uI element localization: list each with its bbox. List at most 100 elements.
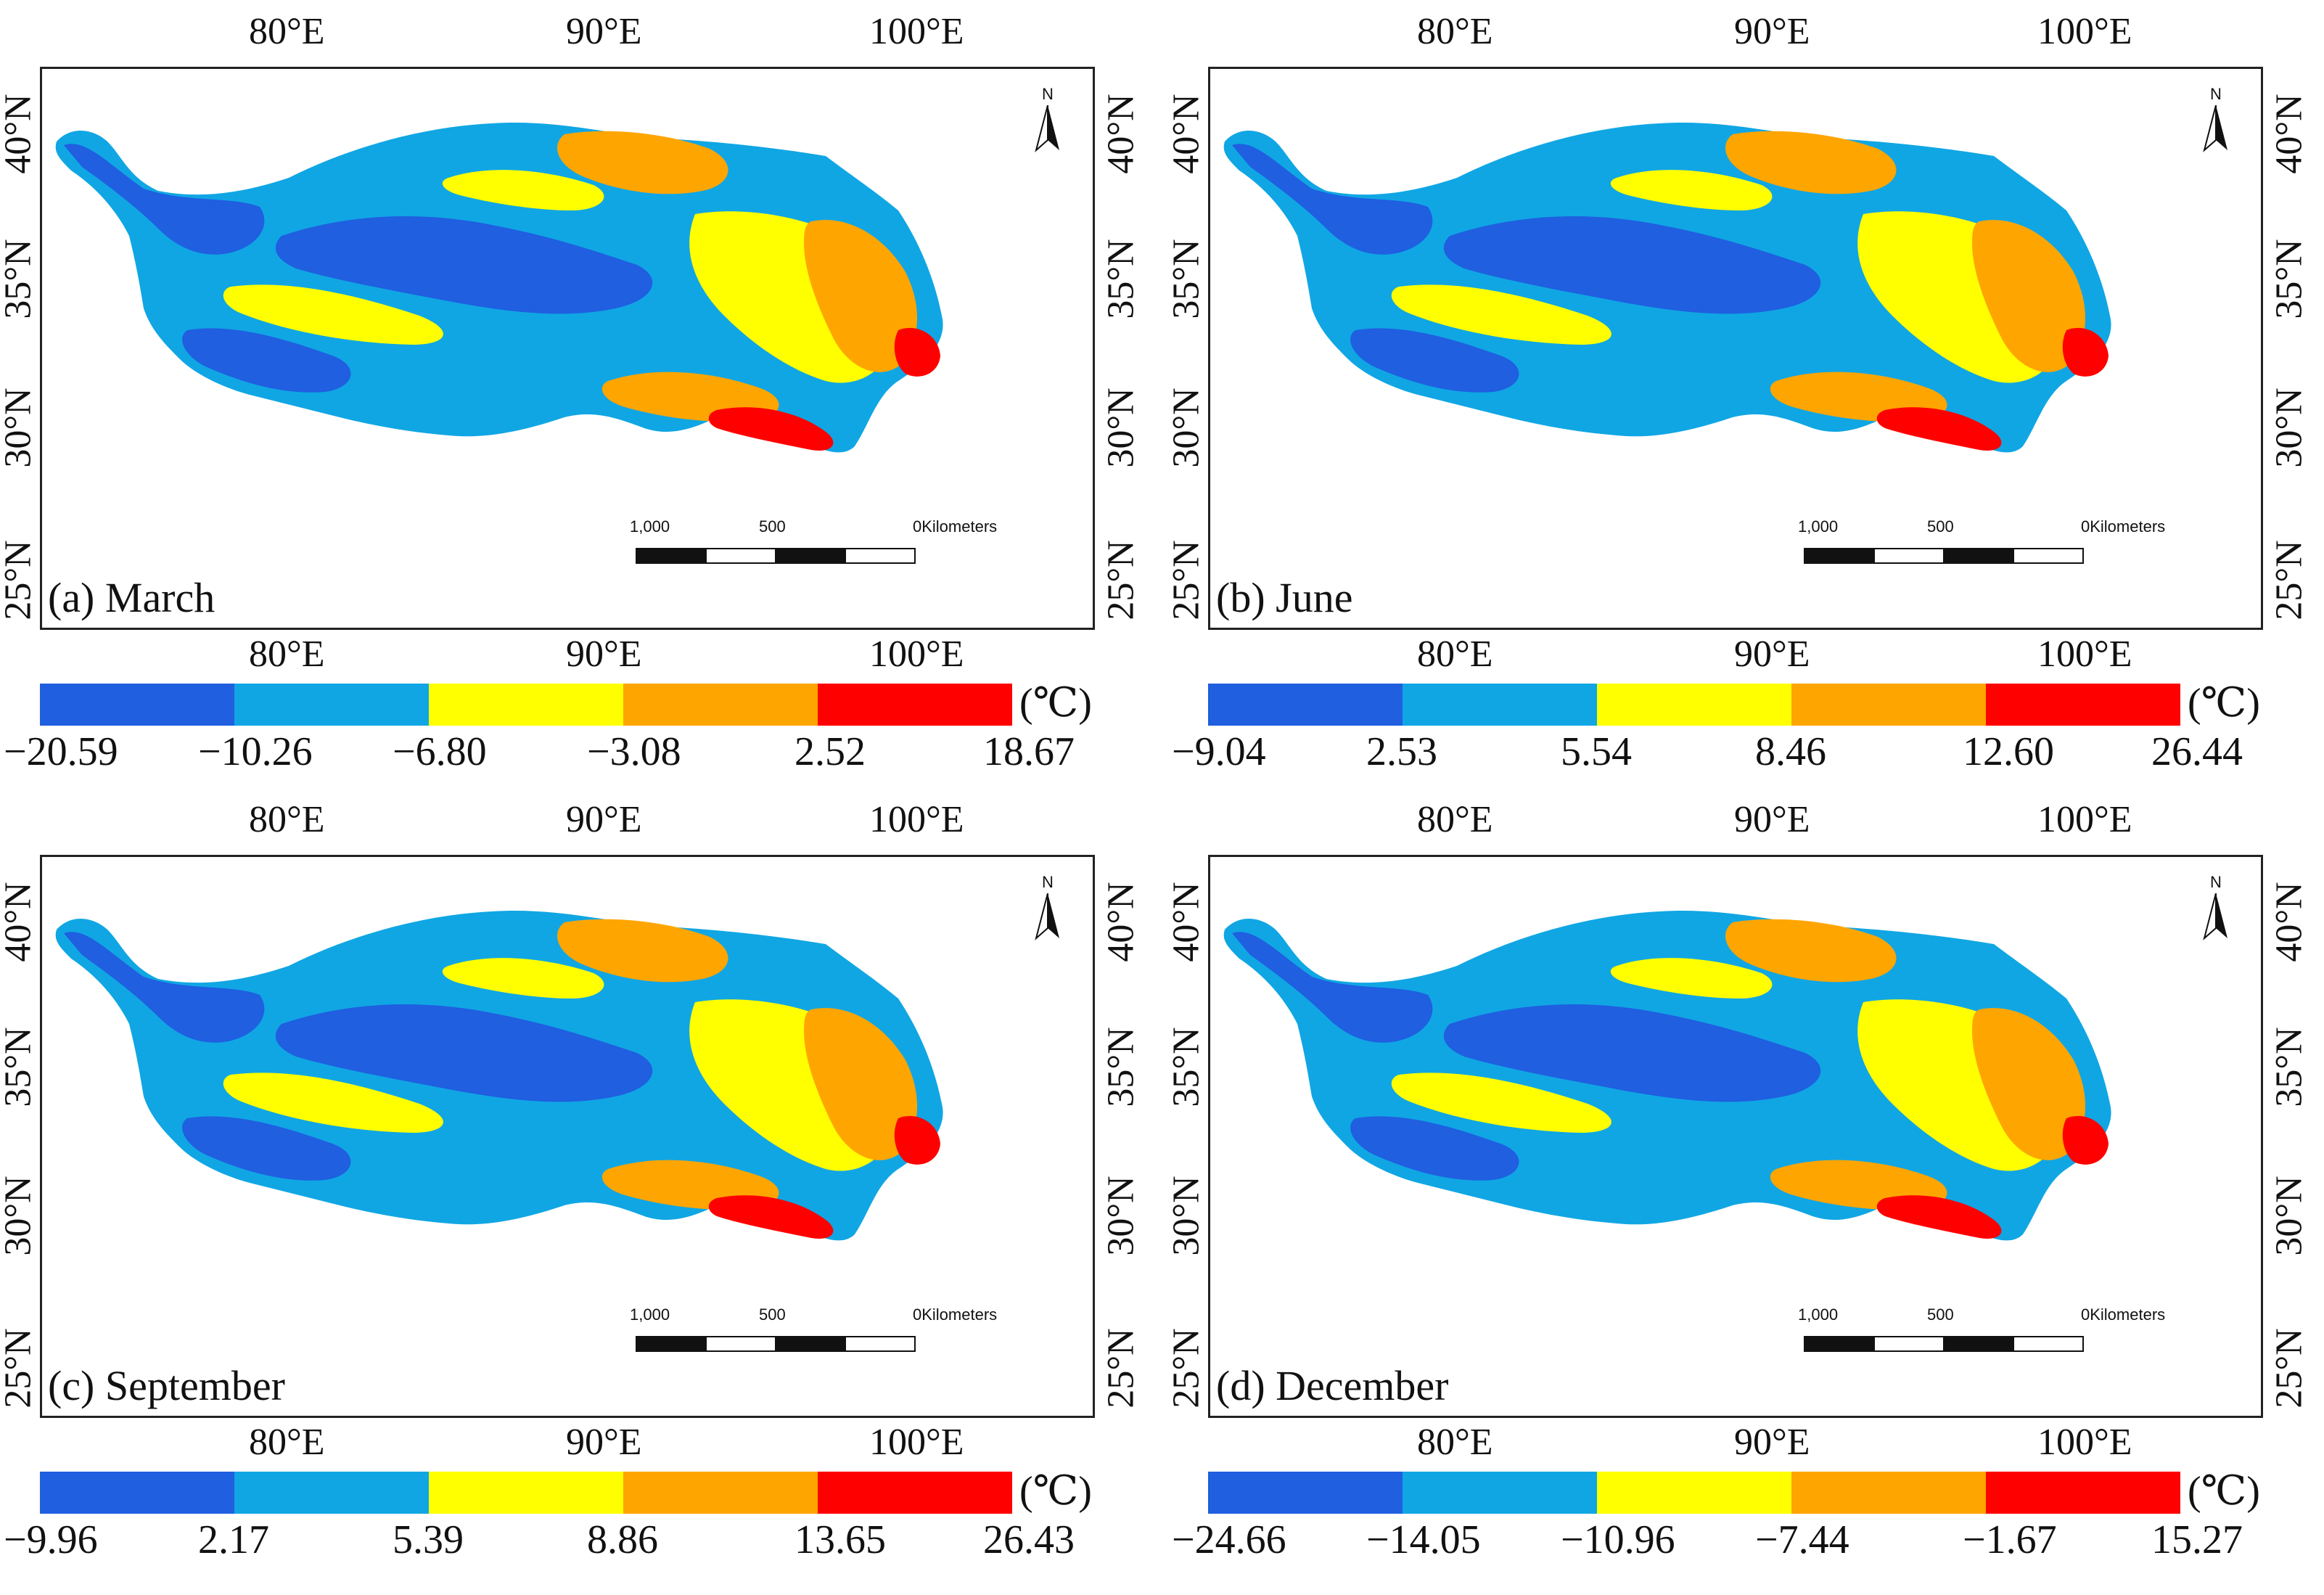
lon-tick-top: 90°E	[566, 11, 642, 52]
hot-zone-southeast	[708, 407, 834, 451]
scale-label-0: 0Kilometers	[913, 1305, 998, 1324]
scale-segment	[775, 1336, 846, 1352]
legend-break: −6.80	[393, 729, 487, 774]
mid-zone-band-1	[223, 1073, 443, 1133]
legend-break: 26.43	[983, 1517, 1075, 1562]
scale-segment	[845, 548, 916, 564]
scale-segment	[2013, 1336, 2084, 1352]
lon-tick-top: 80°E	[249, 11, 325, 52]
legend-break: 15.27	[2151, 1517, 2243, 1562]
panel-label: (d) December	[1216, 1362, 1449, 1409]
north-arrow: N	[2194, 85, 2238, 165]
legend-swatch-3	[429, 1472, 623, 1514]
lat-tick-left: 25°N	[1165, 540, 1207, 620]
lon-tick-top: 80°E	[1417, 11, 1493, 52]
lat-tick-left: 30°N	[0, 388, 39, 468]
scale-label-500: 500	[1927, 517, 1954, 536]
north-arrow-icon	[2203, 105, 2227, 152]
map-frame: N 1,000 500 0Kilometers (b) June	[1208, 67, 2263, 630]
lat-tick-left: 35°N	[1165, 239, 1207, 319]
legend-break: 13.65	[794, 1517, 886, 1562]
lat-tick-left: 40°N	[1165, 94, 1207, 174]
cold-zone-west	[64, 932, 265, 1043]
lon-tick-bottom: 80°E	[1417, 634, 1493, 675]
legend-break: −7.44	[1755, 1517, 1849, 1562]
hot-zone-edge	[2062, 1115, 2109, 1165]
color-legend: (℃) −24.66 −14.05 −10.96 −7.44 −1.67 15.…	[1172, 1469, 2275, 1595]
lat-tick-right: 25°N	[1100, 540, 1142, 620]
legend-break: −24.66	[1172, 1517, 1286, 1562]
cold-zone-west	[1232, 144, 1433, 255]
scale-segment	[775, 548, 846, 564]
north-arrow-icon	[2203, 893, 2227, 940]
lat-tick-left: 40°N	[0, 882, 39, 962]
lat-tick-left: 35°N	[0, 1027, 39, 1107]
lat-tick-left: 25°N	[0, 540, 39, 620]
legend-break: 2.53	[1366, 729, 1437, 774]
legend-unit: (℃)	[1019, 681, 1092, 726]
legend-break: −14.05	[1366, 1517, 1481, 1562]
lat-tick-left: 35°N	[0, 239, 39, 319]
hot-zone-southeast	[1876, 407, 2002, 451]
legend-swatch-1	[1208, 1472, 1403, 1514]
lat-tick-right: 40°N	[2268, 94, 2310, 174]
scale-segment	[636, 1336, 707, 1352]
legend-swatch-2	[234, 1472, 429, 1514]
legend-swatch-2	[1403, 684, 1597, 726]
legend-swatch-1	[1208, 684, 1403, 726]
scale-segment	[705, 548, 776, 564]
mid-zone-band-2	[1610, 958, 1773, 999]
lat-tick-right: 40°N	[1100, 882, 1142, 962]
lon-tick-bottom: 90°E	[1734, 1422, 1810, 1463]
legend-swatch-3	[429, 684, 623, 726]
lat-tick-left: 30°N	[1165, 1176, 1207, 1256]
legend-swatch-5	[1986, 684, 2180, 726]
legend-break: 18.67	[983, 729, 1075, 774]
lat-tick-left: 25°N	[1165, 1328, 1207, 1409]
qaidam-basin	[557, 919, 728, 983]
scale-segment	[705, 1336, 776, 1352]
legend-break: −9.96	[4, 1517, 98, 1562]
legend-break: 8.46	[1755, 729, 1826, 774]
north-arrow-letter: N	[1042, 873, 1054, 891]
legend-unit: (℃)	[2188, 1469, 2260, 1514]
north-arrow: N	[2194, 873, 2238, 953]
scale-segment	[1804, 1336, 1875, 1352]
cold-zone-south	[182, 328, 351, 393]
lon-tick-top: 100°E	[869, 11, 964, 52]
warm-zone-east	[804, 1008, 918, 1160]
legend-break: −20.59	[4, 729, 118, 774]
north-arrow-icon	[1035, 105, 1059, 152]
lon-tick-bottom: 100°E	[869, 1422, 964, 1463]
scale-label-1000: 1,000	[630, 517, 670, 536]
lon-tick-top: 80°E	[1417, 799, 1493, 840]
qaidam-basin	[1725, 131, 1897, 194]
mid-zone-band-1	[223, 284, 443, 345]
scale-segment	[1943, 548, 2014, 564]
legend-swatch-4	[1791, 1472, 1986, 1514]
lat-tick-left: 30°N	[0, 1176, 39, 1256]
cold-zone-central	[275, 1004, 653, 1102]
warm-zone-east	[1972, 1008, 2086, 1160]
scale-segment	[1873, 1336, 1945, 1352]
legend-swatch-5	[1986, 1472, 2180, 1514]
legend-break: −9.04	[1172, 729, 1266, 774]
lon-tick-bottom: 80°E	[249, 634, 325, 675]
lat-tick-left: 40°N	[1165, 882, 1207, 962]
panel-label: (a) March	[48, 574, 215, 621]
cold-zone-central	[1443, 216, 1821, 314]
plateau-map	[55, 911, 943, 1241]
scale-label-500: 500	[759, 1305, 786, 1324]
hot-zone-edge	[894, 327, 940, 377]
legend-break: −3.08	[587, 729, 681, 774]
warm-zone-east	[1972, 220, 2086, 372]
legend-break: 2.17	[198, 1517, 269, 1562]
qaidam-basin	[1725, 919, 1897, 983]
legend-swatch-2	[1403, 1472, 1597, 1514]
lon-tick-top: 100°E	[2037, 11, 2132, 52]
legend-break: 5.54	[1561, 729, 1632, 774]
lon-tick-top: 100°E	[2037, 799, 2132, 840]
north-arrow-letter: N	[2210, 873, 2222, 891]
north-arrow-icon	[1035, 893, 1059, 940]
panel-label: (c) September	[48, 1362, 285, 1409]
